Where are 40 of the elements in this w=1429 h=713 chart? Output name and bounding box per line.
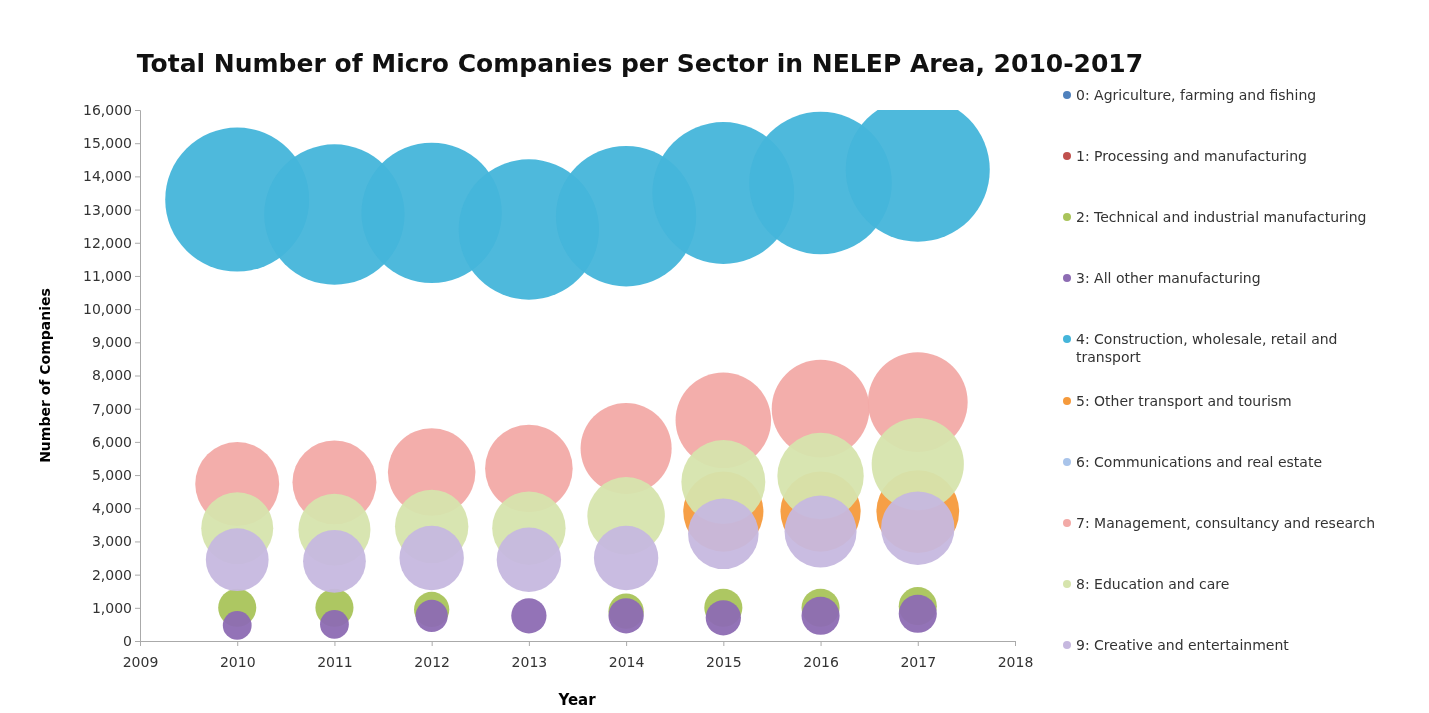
y-tick-label: 10,000 [83, 301, 132, 318]
x-tick-label: 2009 [122, 654, 159, 671]
y-tick-label: 14,000 [83, 168, 132, 185]
chart-title: Total Number of Micro Companies per Sector in NELEP Area, 2010-2017 [136, 49, 1144, 78]
x-tick-label: 2015 [706, 654, 742, 671]
y-tick-label: 7,000 [91, 400, 132, 417]
x-tick-label: 2010 [219, 654, 256, 671]
y-tick-label: 11,000 [83, 267, 132, 284]
y-tick-label: 12,000 [83, 234, 132, 251]
y-tick-label: 1,000 [91, 599, 132, 616]
legend-label: 2: Technical and industrial manufacturing [1076, 209, 1367, 225]
legend-label: 6: Communications and real estate [1076, 454, 1323, 470]
legend-label: 8: Education and care [1076, 576, 1230, 592]
y-tick-label: 0 [123, 632, 132, 649]
x-tick-label: 2011 [317, 654, 353, 671]
y-tick-label: 6,000 [91, 433, 132, 450]
x-axis-title: Year [557, 691, 597, 709]
y-tick-label: 9,000 [91, 334, 132, 351]
x-tick-label: 2018 [997, 654, 1034, 671]
x-tick-label: 2012 [414, 654, 450, 671]
legend-label: 1: Processing and manufacturing [1076, 148, 1308, 164]
x-tick-label: 2016 [803, 654, 839, 671]
legend-label: 0: Agriculture, farming and fishing [1076, 87, 1317, 103]
legend-label: 7: Management, consultancy and research [1076, 515, 1376, 531]
y-tick-label: 3,000 [91, 533, 132, 550]
y-tick-label: 2,000 [91, 566, 132, 583]
y-tick-label: 8,000 [91, 367, 132, 384]
x-tick-label: 2014 [608, 654, 645, 671]
y-tick-label: 13,000 [83, 201, 132, 218]
y-tick-label: 15,000 [83, 135, 132, 152]
x-tick-label: 2013 [511, 654, 548, 671]
x-tick-label: 2017 [900, 654, 937, 671]
y-tick-label: 16,000 [83, 101, 132, 118]
y-tick-label: 4,000 [91, 500, 132, 517]
legend-label: 4: Construction, wholesale, retail and transport [1076, 331, 1338, 365]
y-tick-label: 5,000 [91, 467, 132, 484]
legend-label: 9: Creative and entertainment [1076, 637, 1290, 653]
legend-label: 3: All other manufacturing [1076, 270, 1261, 286]
legend-label: 5: Other transport and tourism [1076, 393, 1292, 409]
y-axis-title: Number of Companies [37, 288, 53, 463]
